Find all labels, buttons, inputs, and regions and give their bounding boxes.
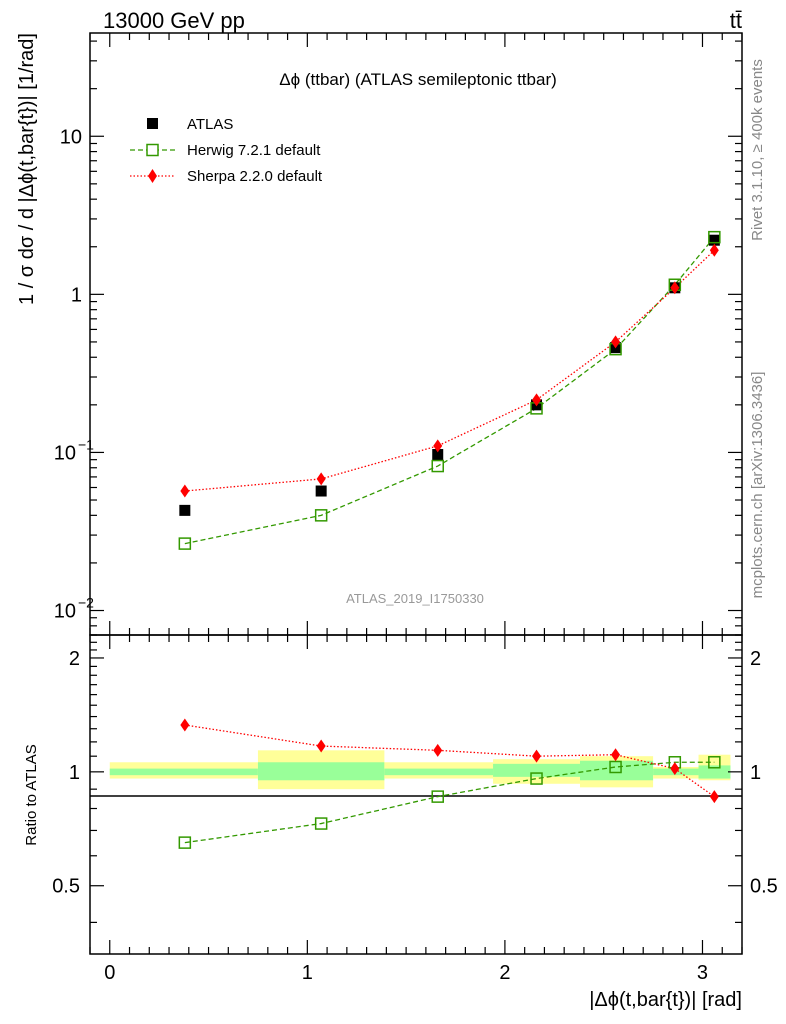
data-point-atlas [179, 504, 191, 516]
ratio-y-tick-label-left: 0.5 [52, 876, 80, 898]
data-point-sherpa-2-2-0-default [611, 335, 621, 349]
main-y-tick-label: 10 [54, 442, 76, 464]
ratio-uncertainty-bands [109, 750, 731, 790]
data-point-atlas [432, 449, 444, 461]
ratio-y-tick-label-left: 1 [69, 762, 80, 784]
main-axis-ticks [89, 33, 743, 636]
x-tick-label: 1 [302, 962, 313, 984]
data-point-herwig-7-2-1-default [708, 230, 721, 244]
energy-label: 13000 GeV pp [103, 8, 245, 33]
ratio-point-sherpa-2-2-0-default [316, 739, 326, 753]
data-point-atlas [708, 234, 720, 246]
series-line-sherpa-2-2-0-default [184, 249, 715, 492]
legend-marker-sherpa [148, 169, 157, 183]
ratio-point-herwig-7-2-1-default [530, 772, 543, 785]
ratio-frame [89, 634, 743, 955]
ratio-point-sherpa-2-2-0-default [180, 718, 190, 732]
main-y-axis-label: 1 / σ dσ / d |Δϕ(t,bar{t})| [1/rad] [16, 33, 38, 305]
ratio-point-herwig-7-2-1-default [178, 836, 192, 849]
ratio-point-sherpa-2-2-0-default [611, 748, 621, 762]
legend-marker-atlas [147, 118, 158, 129]
legend: ATLAS Herwig 7.2.1 default Sherpa 2.2.0 … [130, 116, 323, 185]
ratio-axis-ticks [89, 634, 743, 954]
data-point-herwig-7-2-1-default [178, 537, 192, 550]
process-label: tt̄ [730, 8, 742, 33]
ratio-inner-band [698, 765, 731, 779]
ratio-point-herwig-7-2-1-default [708, 756, 721, 769]
ratio-point-sherpa-2-2-0-default [709, 790, 719, 804]
ratio-panel: 0.5 0.5 1 1 2 2 Ratio to ATLAS [23, 634, 778, 955]
data-point-herwig-7-2-1-default [431, 459, 444, 473]
data-point-sherpa-2-2-0-default [316, 472, 326, 486]
main-series-markers [178, 230, 721, 550]
ratio-y-tick-label-right: 1 [750, 762, 761, 784]
main-y-tick-label: 10 [60, 126, 82, 148]
data-point-sherpa-2-2-0-default [433, 439, 443, 453]
data-point-sherpa-2-2-0-default [709, 243, 719, 257]
data-point-herwig-7-2-1-default [314, 509, 328, 522]
plot-title: Δϕ (ttbar) (ATLAS semileptonic ttbar) [279, 70, 557, 89]
ratio-point-herwig-7-2-1-default [431, 790, 444, 803]
ratio-point-herwig-7-2-1-default [609, 760, 622, 774]
ratio-series-markers [178, 718, 721, 849]
main-y-tick-exponent: −2 [78, 595, 94, 611]
main-y-tick-label: 1 [71, 284, 82, 306]
ratio-point-sherpa-2-2-0-default [433, 743, 443, 757]
x-tick-labels: 0 1 2 3 [104, 962, 708, 984]
analysis-id: ATLAS_2019_I1750330 [346, 591, 484, 606]
main-y-tick-label: 10 [54, 601, 76, 623]
main-y-tick-exponent: −1 [78, 436, 94, 452]
site-label: mcplots.cern.ch [arXiv:1306.3436] [749, 372, 766, 599]
series-line-herwig-7-2-1-default [184, 236, 715, 545]
ratio-y-tick-label-right: 0.5 [750, 876, 778, 898]
data-point-sherpa-2-2-0-default [532, 393, 542, 407]
x-tick-label: 0 [104, 962, 115, 984]
data-point-sherpa-2-2-0-default [670, 281, 680, 295]
ratio-point-sherpa-2-2-0-default [670, 762, 680, 776]
legend-label-atlas: ATLAS [187, 116, 233, 133]
legend-marker-herwig [146, 143, 159, 157]
ratio-inner-band [109, 768, 258, 776]
rivet-label: Rivet 3.1.10, ≥ 400k events [749, 59, 766, 241]
ratio-inner-band [384, 768, 494, 776]
ratio-point-sherpa-2-2-0-default [532, 749, 542, 763]
ratio-point-herwig-7-2-1-default [314, 817, 328, 830]
ratio-y-tick-label-right: 2 [750, 648, 761, 670]
ratio-y-tick-labels: 0.5 0.5 1 1 2 2 [52, 648, 778, 898]
x-tick-label: 3 [697, 962, 708, 984]
legend-label-herwig: Herwig 7.2.1 default [187, 142, 321, 159]
data-point-sherpa-2-2-0-default [180, 484, 190, 498]
main-series-lines [184, 236, 715, 545]
ratio-y-axis-label: Ratio to ATLAS [23, 744, 40, 845]
ratio-inner-band [257, 762, 385, 781]
data-point-atlas [315, 485, 327, 497]
legend-label-sherpa: Sherpa 2.2.0 default [187, 168, 323, 185]
x-tick-label: 2 [499, 962, 510, 984]
ratio-y-tick-label-left: 2 [69, 648, 80, 670]
x-axis-label: |Δϕ(t,bar{t})| [rad] [589, 989, 742, 1011]
ratio-inner-band [493, 763, 580, 777]
